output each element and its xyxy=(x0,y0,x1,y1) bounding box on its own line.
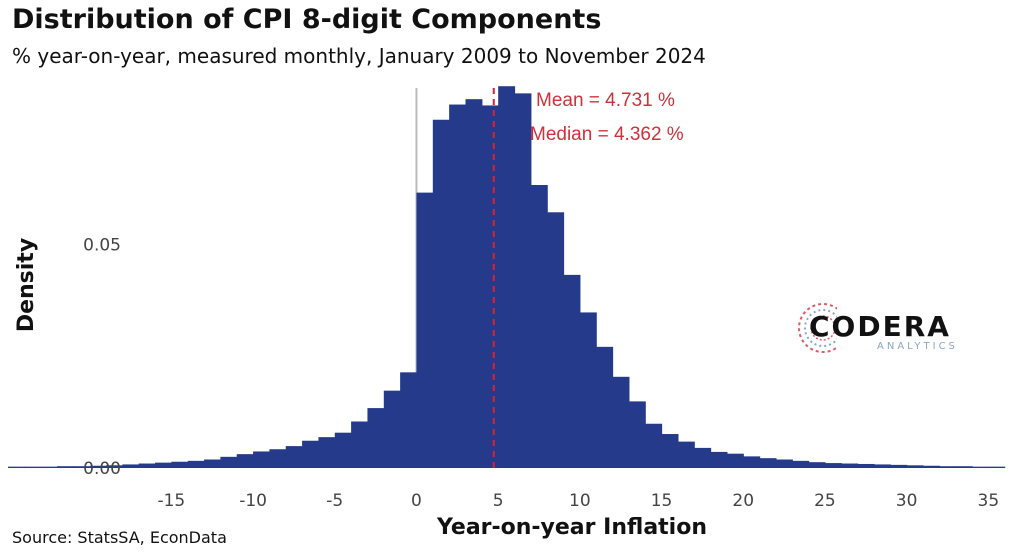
y-tick-label: 0.05 xyxy=(83,235,121,255)
histogram-bar xyxy=(857,463,875,468)
x-tick-label: 15 xyxy=(651,491,673,511)
histogram-bar xyxy=(514,93,532,468)
x-tick-label: 20 xyxy=(732,491,754,511)
source-note: Source: StatsSA, EconData xyxy=(12,528,227,547)
histogram-bar xyxy=(236,454,254,468)
histogram-bar xyxy=(465,99,483,469)
histogram-bar xyxy=(204,459,222,468)
histogram-bar xyxy=(906,465,924,468)
histogram-bar xyxy=(971,466,989,468)
histogram-bar xyxy=(24,466,42,468)
y-tick-label: 0.00 xyxy=(83,459,121,479)
histogram-bar xyxy=(645,423,663,468)
histogram-bar xyxy=(138,463,156,468)
histogram-bar xyxy=(547,212,565,468)
histogram-bar xyxy=(334,432,352,468)
histogram-bar xyxy=(808,462,826,468)
histogram-bar xyxy=(187,460,205,468)
histogram-bar xyxy=(759,458,777,468)
x-tick-label: 0 xyxy=(411,491,422,511)
histogram-bar xyxy=(302,440,320,468)
histogram-bar xyxy=(628,401,646,468)
histogram-bar xyxy=(988,466,1006,468)
histogram-bar xyxy=(318,437,336,468)
histogram-bar xyxy=(122,464,140,468)
codera-logo: CODERA ANALYTICS xyxy=(795,298,975,358)
histogram-bar xyxy=(253,451,271,468)
histogram-bar xyxy=(367,408,385,468)
histogram-bar xyxy=(106,465,123,468)
logo-tagline: ANALYTICS xyxy=(877,341,958,352)
x-tick-label: 25 xyxy=(814,491,836,511)
x-tick-label: -5 xyxy=(326,491,343,511)
histogram-bar xyxy=(155,462,172,468)
histogram-bar xyxy=(694,447,712,468)
median-annotation: Median = 4.362 % xyxy=(530,124,684,145)
histogram-bar xyxy=(40,466,58,468)
x-axis-title: Year-on-year Inflation xyxy=(436,515,707,540)
histogram-bar xyxy=(416,192,434,469)
x-tick-label: 35 xyxy=(978,491,1000,511)
x-tick-label: 30 xyxy=(896,491,918,511)
histogram-bar xyxy=(57,466,74,468)
histogram-bar xyxy=(400,372,418,468)
x-tick-label: 5 xyxy=(493,491,504,511)
logo-text: CODERA xyxy=(809,310,951,343)
x-axis-ticks: -15 -10 -5 0 5 10 15 20 25 30 35 xyxy=(157,491,999,511)
histogram-bar xyxy=(922,465,940,468)
chart-title: Distribution of CPI 8-digit Components xyxy=(12,4,602,35)
histogram-bar xyxy=(873,464,891,468)
histogram-bar xyxy=(220,456,238,468)
x-tick-label: 10 xyxy=(569,491,591,511)
histogram-bar xyxy=(351,421,369,468)
histogram-bars xyxy=(8,86,1006,469)
mean-annotation: Mean = 4.731 % xyxy=(536,90,675,111)
histogram-bar xyxy=(563,274,581,468)
histogram-bar xyxy=(596,346,614,468)
histogram-bar xyxy=(8,466,25,468)
histogram-bar xyxy=(841,463,859,468)
histogram-bar xyxy=(481,105,499,468)
histogram-bar xyxy=(743,456,761,468)
y-axis-title: Density xyxy=(14,238,39,332)
codera-logo-mark-icon xyxy=(798,303,837,353)
chart-subtitle: % year-on-year, measured monthly, Januar… xyxy=(12,44,706,68)
histogram-bar xyxy=(890,464,908,468)
histogram-bar xyxy=(939,466,957,468)
histogram-bar xyxy=(449,104,467,469)
histogram-bar xyxy=(955,466,973,468)
histogram-bar xyxy=(432,119,450,468)
histogram-bar xyxy=(73,466,91,468)
histogram-bar xyxy=(285,446,303,468)
histogram-bar xyxy=(171,461,189,468)
histogram-bar xyxy=(579,312,597,468)
histogram-bar xyxy=(726,453,744,468)
histogram-bar xyxy=(498,86,516,468)
histogram-bar xyxy=(710,451,728,468)
histogram-bar xyxy=(824,463,842,468)
histogram-bar xyxy=(383,390,401,468)
histogram-bar xyxy=(792,460,810,468)
x-tick-label: -10 xyxy=(239,491,267,511)
histogram-bar xyxy=(89,465,107,468)
y-axis-ticks: 0.00 0.05 xyxy=(83,235,121,479)
histogram-bar xyxy=(661,434,679,468)
histogram-bar xyxy=(775,459,793,468)
histogram-bar xyxy=(612,376,630,468)
x-tick-label: -15 xyxy=(157,491,185,511)
histogram-bar xyxy=(677,441,695,468)
histogram-bar xyxy=(269,449,287,468)
histogram-bar xyxy=(530,185,548,468)
